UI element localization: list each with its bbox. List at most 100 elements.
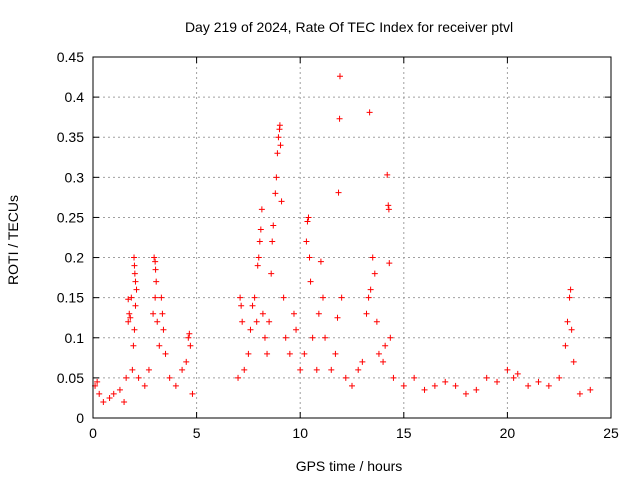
- data-point: [442, 378, 449, 385]
- data-point: [363, 310, 370, 317]
- data-point: [342, 374, 349, 381]
- data-point: [251, 294, 258, 301]
- data-points: [92, 73, 594, 405]
- data-point: [387, 334, 394, 341]
- data-point: [131, 270, 138, 277]
- data-point: [328, 366, 335, 373]
- data-point: [238, 302, 245, 309]
- data-point: [131, 326, 138, 333]
- x-tick-label: 20: [500, 425, 516, 441]
- data-point: [256, 238, 263, 245]
- x-tick-label: 10: [292, 425, 308, 441]
- data-point: [277, 142, 284, 149]
- data-point: [129, 366, 136, 373]
- data-point: [380, 358, 387, 365]
- data-point: [132, 302, 139, 309]
- data-point: [514, 370, 521, 377]
- data-point: [576, 390, 583, 397]
- data-point: [338, 294, 345, 301]
- data-point: [349, 382, 355, 389]
- data-point: [125, 296, 132, 303]
- data-point: [258, 206, 265, 213]
- data-point: [275, 134, 282, 141]
- grid-lines: [93, 57, 611, 418]
- x-tick-label: 5: [193, 425, 201, 441]
- data-point: [127, 314, 134, 321]
- x-tick-label: 15: [396, 425, 412, 441]
- data-point: [297, 366, 304, 373]
- data-point: [141, 382, 148, 389]
- data-point: [266, 318, 273, 325]
- data-point: [130, 342, 137, 349]
- data-point: [154, 318, 161, 325]
- data-point: [322, 334, 329, 341]
- y-tick-label: 0.1: [65, 330, 85, 346]
- data-point: [371, 270, 378, 277]
- data-point: [375, 350, 382, 357]
- data-point: [564, 318, 571, 325]
- data-point: [568, 326, 575, 333]
- data-point: [152, 258, 159, 265]
- data-point: [153, 278, 160, 285]
- data-point: [156, 342, 163, 349]
- data-point: [483, 374, 490, 381]
- data-point: [158, 294, 165, 301]
- data-point: [186, 330, 193, 337]
- data-point: [274, 150, 281, 157]
- data-point: [309, 334, 316, 341]
- data-point: [400, 382, 407, 389]
- data-point: [452, 382, 459, 389]
- data-point: [159, 310, 166, 317]
- data-point: [317, 258, 324, 265]
- data-point: [462, 390, 469, 397]
- data-point: [556, 374, 563, 381]
- data-point: [152, 294, 159, 301]
- y-tick-label: 0.15: [57, 290, 84, 306]
- y-tick-label: 0.4: [65, 89, 85, 105]
- data-point: [261, 334, 268, 341]
- data-point: [385, 202, 392, 209]
- plot-frame: [92, 56, 612, 419]
- data-point: [366, 109, 373, 116]
- data-point: [96, 390, 103, 397]
- data-point: [303, 238, 310, 245]
- data-point: [390, 374, 397, 381]
- data-point: [587, 386, 594, 393]
- data-point: [510, 374, 517, 381]
- data-point: [270, 222, 277, 229]
- data-point: [162, 350, 169, 357]
- data-point: [315, 310, 322, 317]
- data-point: [336, 73, 343, 80]
- data-point: [131, 254, 138, 261]
- data-point: [332, 350, 339, 357]
- data-point: [359, 358, 366, 365]
- data-point: [278, 198, 285, 205]
- data-point: [306, 254, 313, 261]
- data-point: [421, 386, 428, 393]
- data-point: [152, 266, 159, 273]
- data-point: [273, 174, 280, 181]
- data-point: [151, 254, 158, 261]
- data-point: [189, 390, 196, 397]
- data-point: [373, 318, 380, 325]
- y-axis-label: ROTI / TECUs: [5, 195, 21, 285]
- data-point: [336, 115, 343, 122]
- data-point: [160, 326, 167, 333]
- data-point: [123, 374, 130, 381]
- data-point: [131, 262, 138, 269]
- data-point: [253, 318, 260, 325]
- data-point: [237, 294, 244, 301]
- data-point: [132, 278, 139, 285]
- axis-ticks: 0 5 10 15 20 25 0 0.05 0.1 0.15 0.2 0.25 0.3 0.35 0.4 0…: [57, 49, 619, 441]
- x-tick-label: 0: [89, 425, 97, 441]
- data-point: [125, 318, 132, 325]
- data-point: [264, 350, 271, 357]
- data-point: [290, 310, 297, 317]
- y-tick-label: 0.05: [57, 370, 84, 386]
- data-point: [100, 398, 107, 405]
- data-point: [567, 286, 574, 293]
- data-point: [334, 314, 341, 321]
- data-point: [494, 378, 501, 385]
- data-point: [535, 378, 542, 385]
